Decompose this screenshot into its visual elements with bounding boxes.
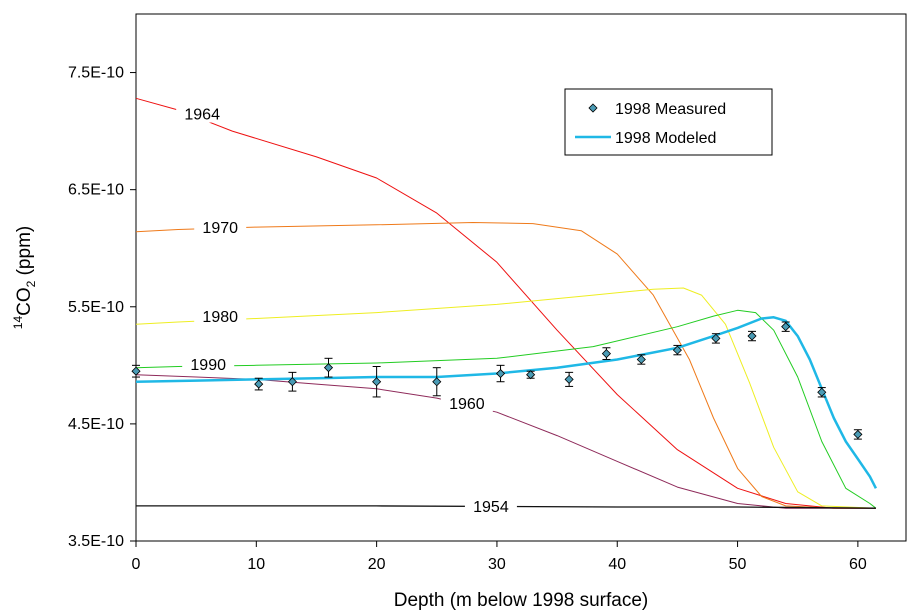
- measured-point: [526, 370, 536, 380]
- measured-point: [131, 366, 141, 376]
- measured-point: [254, 379, 264, 389]
- measured-markers: [131, 321, 863, 440]
- series-line-1964: [135, 97, 876, 509]
- y-label-main: CO: [14, 287, 35, 316]
- y-tick-label: 3.5E-10: [68, 533, 124, 550]
- measured-point: [323, 363, 334, 373]
- measured-point: [432, 377, 442, 387]
- axes: 0 10 20 30 40 50 60 3.5E-10 4.5E-10 5.5E-10 6.5E-1…: [68, 65, 867, 573]
- y-tick-label: 4.5E-10: [68, 416, 124, 433]
- series-line-1954: [136, 505, 876, 509]
- series-label-1954: 1954: [473, 499, 509, 516]
- plot-area: [135, 13, 907, 542]
- measured-point: [853, 429, 863, 439]
- series-label-1964: 1964: [184, 107, 220, 124]
- x-tick-label: 0: [132, 556, 141, 573]
- series-line-1970: [135, 222, 876, 509]
- measured-point: [817, 387, 827, 397]
- x-tick-label: 50: [729, 556, 747, 573]
- measured-point: [747, 331, 757, 341]
- series-label-bg: [440, 391, 493, 412]
- y-label-subscript: 2: [24, 280, 38, 287]
- measured-point: [495, 368, 506, 379]
- legend-label-measured: 1998 Measured: [615, 101, 726, 118]
- series-label-bg: [194, 305, 247, 326]
- x-tick-label: 40: [608, 556, 626, 573]
- series-lines: 1964 1970 1980 1990 1960 1954: [135, 97, 878, 516]
- measured-point: [287, 377, 297, 387]
- y-axis-label: 14CO2 (ppm): [11, 226, 38, 329]
- series-line-1998-modeled: [135, 316, 878, 489]
- y-tick-label: 5.5E-10: [68, 299, 124, 316]
- series-label-1960: 1960: [449, 396, 485, 413]
- measured-point: [711, 333, 721, 343]
- legend-box: [564, 88, 773, 156]
- legend-measured-marker: [588, 103, 598, 113]
- measured-point: [636, 354, 646, 365]
- x-tick-label: 30: [488, 556, 506, 573]
- y-tick-label: 7.5E-10: [68, 65, 124, 82]
- x-tick-label: 10: [247, 556, 265, 573]
- series-label-1980: 1980: [202, 309, 238, 326]
- series-label-bg: [464, 494, 517, 515]
- series-label-1990: 1990: [190, 357, 226, 374]
- measured-point: [601, 349, 611, 359]
- y-label-unit: (ppm): [14, 226, 35, 281]
- legend-label-modeled: 1998 Modeled: [615, 130, 716, 147]
- x-tick-label: 60: [849, 556, 867, 573]
- measured-point: [781, 322, 791, 332]
- legend: 1998 Measured 1998 Modeled: [564, 88, 773, 156]
- series-line-1980: [135, 287, 876, 509]
- measured-point: [672, 345, 682, 355]
- series-label-bg: [176, 102, 229, 123]
- series-label-bg: [194, 216, 247, 237]
- series-line-1990: [135, 309, 877, 509]
- series-label-bg: [182, 353, 235, 374]
- y-tick-label: 6.5E-10: [68, 182, 124, 199]
- x-axis-label: Depth (m below 1998 surface): [394, 590, 649, 611]
- x-tick-label: 20: [368, 556, 386, 573]
- measured-point: [372, 377, 382, 387]
- y-label-superscript: 14: [11, 316, 25, 330]
- measured-point: [564, 374, 574, 384]
- series-label-1970: 1970: [202, 220, 238, 237]
